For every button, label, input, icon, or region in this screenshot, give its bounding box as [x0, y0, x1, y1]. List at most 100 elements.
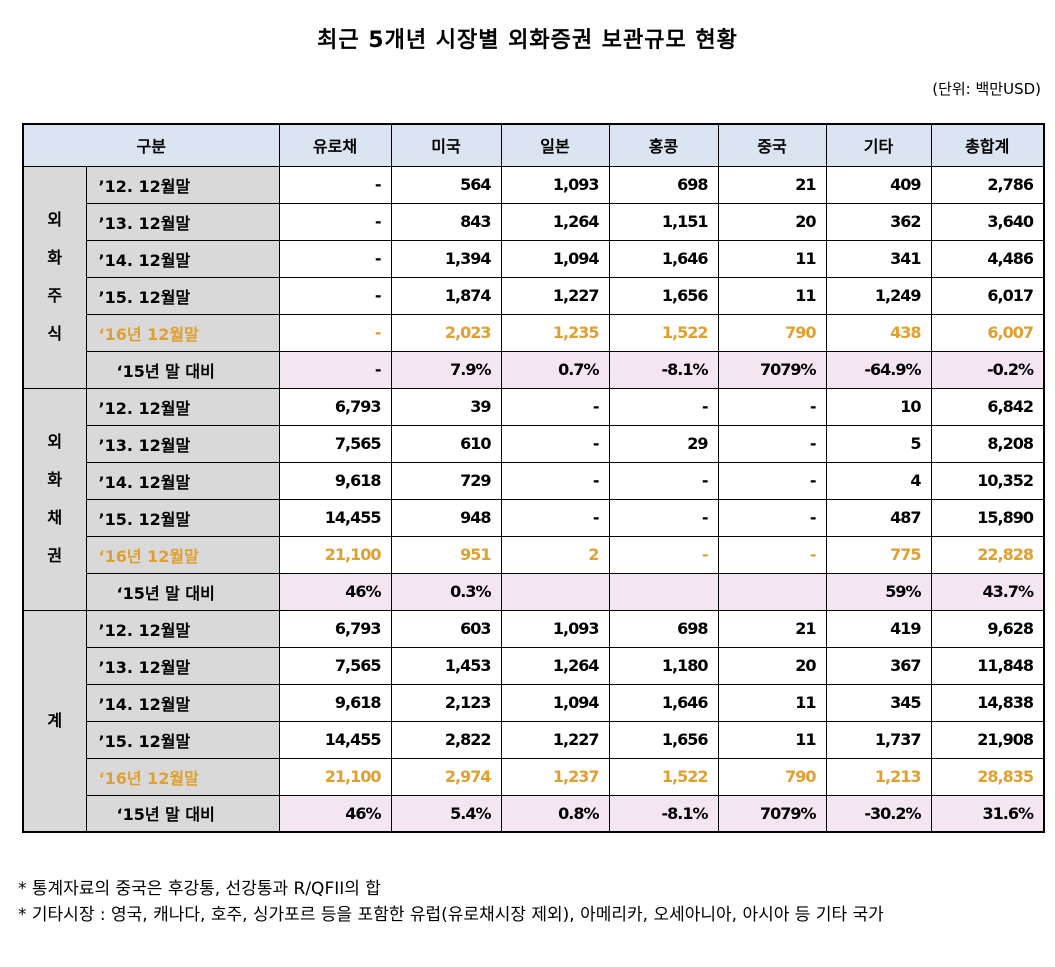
row-label: ‘16년 12월말 [85, 313, 280, 352]
row-label: ’15. 12월말 [85, 498, 280, 537]
cell: -8.1% [608, 794, 719, 833]
row: ’13. 12월말 7,565 1,453 1,264 1,180 20 367 11,848 [23, 646, 1045, 685]
cell: 22,828 [930, 535, 1045, 574]
cell: 1,522 [608, 313, 719, 352]
cell: 610 [390, 424, 502, 463]
cell: 1,646 [608, 683, 719, 722]
cell: 10,352 [930, 461, 1045, 500]
cell: 2,786 [930, 165, 1045, 204]
cell: 31.6% [930, 794, 1045, 833]
row-label: ‘16년 12월말 [85, 535, 280, 574]
cell: - [717, 535, 827, 574]
cell: 39 [390, 387, 502, 426]
cell: 4,486 [930, 239, 1045, 278]
row: ’14. 12월말 -1,394 1,094 1,646 11 341 4,486 [23, 239, 1045, 278]
cell: 14,455 [278, 720, 392, 759]
row-label: ’12. 12월말 [85, 609, 280, 648]
cell: 1,264 [500, 202, 610, 241]
cell: 20 [717, 646, 827, 685]
cell: 7079% [717, 794, 827, 833]
cell: 5.4% [390, 794, 502, 833]
cell: 11 [717, 720, 827, 759]
group-label-text: 외화채권 [47, 432, 63, 565]
cell: 11,848 [930, 646, 1045, 685]
footnotes: * 통계자료의 중국은 후강통, 선강통과 R/QFII의 합 * 기타시장 : … [18, 876, 1048, 928]
row-label: ’14. 12월말 [85, 683, 280, 722]
cell: 21 [717, 609, 827, 648]
cell: -8.1% [608, 350, 719, 389]
cell: - [608, 461, 719, 500]
cell: 1,656 [608, 720, 719, 759]
row-label: ’14. 12월말 [85, 461, 280, 500]
group-label: 외화채권 [22, 387, 87, 611]
cell: 46% [278, 572, 392, 611]
cell: 1,522 [608, 757, 719, 796]
cell: 1,213 [825, 757, 932, 796]
cell: 409 [825, 165, 932, 204]
cell: 698 [608, 165, 719, 204]
cell: 10 [825, 387, 932, 426]
cell: - [500, 498, 610, 537]
cell: 46% [278, 794, 392, 833]
cell: 345 [825, 683, 932, 722]
cell: 1,227 [500, 720, 610, 759]
cell: 21 [717, 165, 827, 204]
cell: - [278, 313, 392, 352]
row-label: ’13. 12월말 [85, 424, 280, 463]
row: ’15. 12월말 14,455 948- - -487 15,890 [23, 498, 1045, 537]
group-label: 외화주식 [22, 165, 87, 389]
cell: - [500, 387, 610, 426]
cell: - [608, 387, 719, 426]
cell: 843 [390, 202, 502, 241]
row: 계 ’12. 12월말 6,793 603 1,093 698 21 419 9,628 [22, 609, 1045, 833]
cell: 11 [717, 276, 827, 315]
column-header: 유로채 [278, 123, 392, 167]
cell: 6,793 [278, 387, 392, 426]
footnote: * 기타시장 : 영국, 캐나다, 호주, 싱가포르 등을 포함한 유럽(유로채… [18, 905, 884, 925]
cell: 28,835 [930, 757, 1045, 796]
cell: 1,646 [608, 239, 719, 278]
cell: 564 [390, 165, 502, 204]
cell: 1,453 [390, 646, 502, 685]
cell: - [608, 535, 719, 574]
cell: 5 [825, 424, 932, 463]
cell: 7,565 [278, 646, 392, 685]
cell: 1,093 [500, 609, 610, 648]
cell: - [717, 498, 827, 537]
cell: 3,640 [930, 202, 1045, 241]
column-header: 총합계 [930, 123, 1045, 167]
cell: 4 [825, 461, 932, 500]
cell: 2,123 [390, 683, 502, 722]
column-header: 구분 [22, 123, 280, 167]
cell: 0.7% [500, 350, 610, 389]
cell: - [278, 350, 392, 389]
cell: 0.3% [390, 572, 502, 611]
cell: 1,264 [500, 646, 610, 685]
cell: 6,007 [930, 313, 1045, 352]
cell: 20 [717, 202, 827, 241]
cell: -64.9% [825, 350, 932, 389]
cell: 7079% [717, 350, 827, 389]
cell: 1,737 [825, 720, 932, 759]
cell: 790 [717, 757, 827, 796]
cell: 15,890 [930, 498, 1045, 537]
cell: 59% [825, 572, 932, 611]
cell: - [608, 498, 719, 537]
cell: - [278, 239, 392, 278]
column-header: 미국 [390, 123, 502, 167]
cell: -0.2% [930, 350, 1045, 389]
cell: 14,455 [278, 498, 392, 537]
cell [608, 572, 719, 611]
cell: 6,793 [278, 609, 392, 648]
cell: 2 [500, 535, 610, 574]
cell: - [278, 276, 392, 315]
row-label: ’14. 12월말 [85, 239, 280, 278]
row: ’14. 12월말 9,618 2,123 1,094 1,646 11 345 14,838 [23, 683, 1045, 722]
row: ’13. 12월말 -843 1,264 1,151 20 362 3,640 [23, 202, 1045, 241]
cell: 951 [390, 535, 502, 574]
cell [500, 572, 610, 611]
cell: 9,618 [278, 683, 392, 722]
cell: 8,208 [930, 424, 1045, 463]
row: 외화채권 ’12. 12월말 6,793 39- - -10 6,842 [22, 387, 1045, 611]
